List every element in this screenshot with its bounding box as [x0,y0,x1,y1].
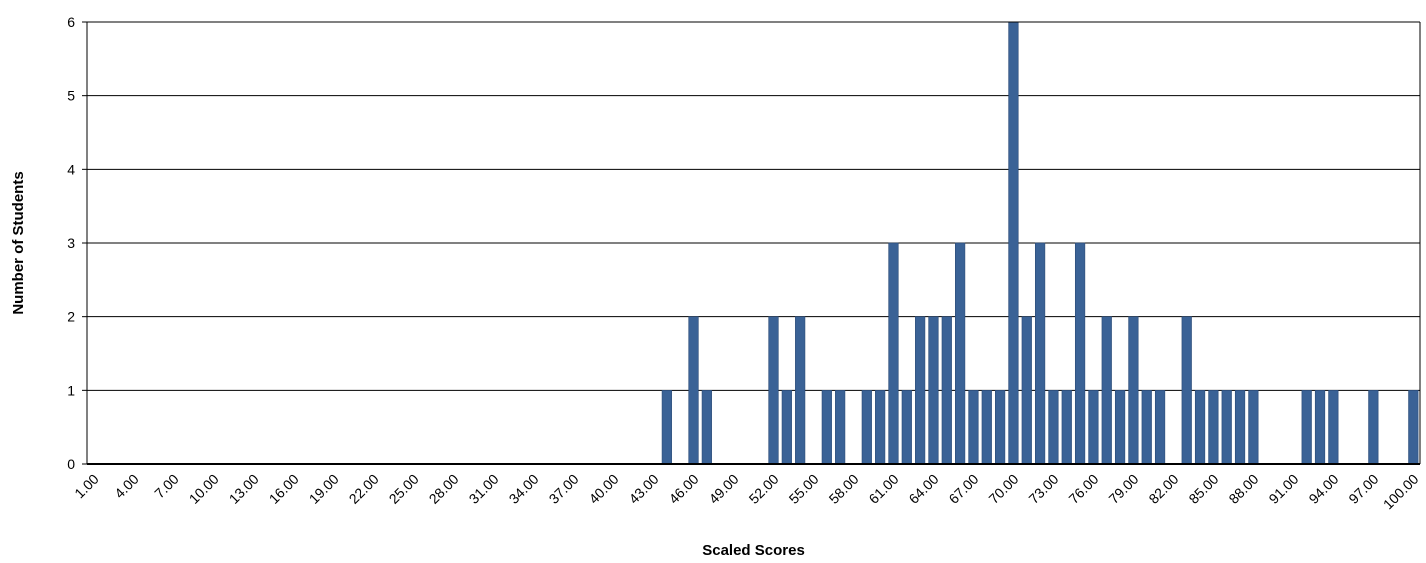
bar [1408,390,1419,465]
y-tick-label: 0 [67,456,75,472]
x-tick-label: 58.00 [826,471,862,507]
bar [1314,390,1326,465]
bar [701,390,712,465]
bar [821,390,832,465]
bar [1328,390,1339,465]
bar [1048,390,1059,465]
bar [1181,316,1192,465]
x-tick-label: 40.00 [586,471,622,507]
x-tick-label: 22.00 [346,471,382,507]
bar [768,316,779,465]
bar [1034,242,1046,465]
x-tick-label: 19.00 [306,471,342,507]
x-tick-labels: 1.00 4.00 7.00 10.00 13.00 16.00 19.00 22.00 25.… [71,471,1421,513]
x-tick-label: 10.00 [186,471,222,507]
x-tick-label: 76.00 [1065,471,1101,507]
x-tick-label: 67.00 [945,471,981,507]
y-tick-labels: 0 1 2 3 4 5 6 [67,14,75,472]
x-tick-label: 46.00 [666,471,702,507]
x-tick-label: 64.00 [905,471,941,507]
x-tick-label: 25.00 [386,471,422,507]
y-tick-label: 3 [67,235,75,251]
x-tick-label: 94.00 [1305,471,1341,507]
bar [888,242,899,465]
bar [1208,390,1219,465]
bar [1141,390,1152,465]
bar [1154,390,1166,465]
bar [861,390,872,465]
x-tick-label: 79.00 [1105,471,1141,507]
x-tick-label: 55.00 [786,471,822,507]
x-axis-title: Scaled Scores [702,542,805,559]
bar [875,390,886,465]
bar [928,316,939,465]
y-tick-label: 6 [67,14,75,30]
axes [82,21,1421,465]
y-axis-title: Number of Students [10,171,27,314]
x-tick-label: 85.00 [1185,471,1221,507]
x-tick-label: 49.00 [706,471,742,507]
bar [915,316,926,465]
bar [1008,21,1019,465]
bar [688,316,699,465]
y-tick-label: 4 [67,161,75,177]
bar [1021,316,1032,465]
y-tick-label: 2 [67,309,75,325]
y-tick-label: 5 [67,88,75,104]
x-tick-label: 4.00 [111,471,142,502]
bar [995,390,1006,465]
bar [901,390,912,465]
x-tick-label: 34.00 [506,471,542,507]
x-tick-label: 91.00 [1265,471,1301,507]
bar [1128,316,1139,465]
bar [1234,390,1246,465]
x-tick-label: 31.00 [466,471,502,507]
bar [661,390,672,465]
bar [1221,390,1232,465]
x-tick-label: 28.00 [426,471,462,507]
bar [1061,390,1072,465]
x-tick-label: 82.00 [1145,471,1181,507]
x-tick-label: 88.00 [1225,471,1261,507]
y-tick-label: 1 [67,382,75,398]
bar [1114,390,1126,465]
bar [1074,242,1086,465]
x-tick-label: 52.00 [746,471,782,507]
x-tick-label: 13.00 [226,471,262,507]
bar [835,390,846,465]
bar [968,390,979,465]
x-tick-label: 1.00 [71,471,102,502]
bar [1088,390,1099,465]
bar [795,316,806,465]
bars [661,21,1419,465]
bar [981,390,992,465]
gridlines [87,21,1420,391]
bar [1368,390,1379,465]
bar [955,242,966,465]
bar [1101,316,1112,465]
bar [1248,390,1259,465]
x-tick-label: 37.00 [546,471,582,507]
x-tick-label: 61.00 [865,471,901,507]
x-tick-label: 7.00 [151,471,182,502]
bar [1194,390,1206,465]
x-tick-label: 97.00 [1345,471,1381,507]
bar [1301,390,1312,465]
bar [781,390,792,465]
x-tick-label: 70.00 [985,471,1021,507]
x-tick-label: 73.00 [1025,471,1061,507]
x-tick-label: 100.00 [1380,471,1422,513]
x-tick-label: 43.00 [626,471,662,507]
bar [941,316,952,465]
x-tick-label: 16.00 [266,471,302,507]
